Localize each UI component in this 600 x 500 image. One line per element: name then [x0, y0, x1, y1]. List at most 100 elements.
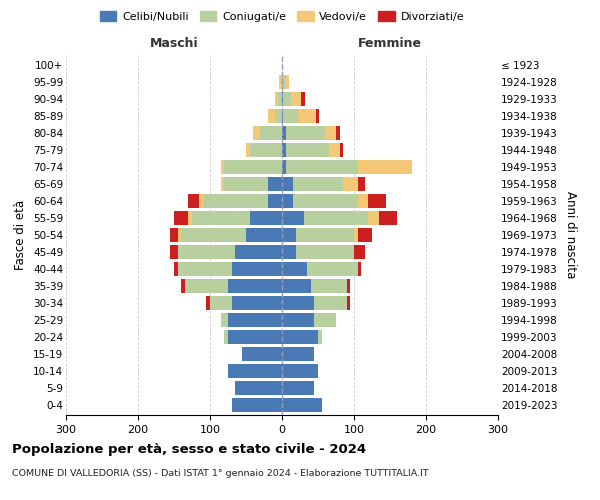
Bar: [286, 75, 289, 89]
Bar: [188, 194, 199, 208]
Bar: [221, 313, 228, 327]
Bar: [278, 92, 282, 106]
Bar: [282, 126, 286, 140]
Bar: [358, 194, 368, 208]
Bar: [232, 262, 282, 276]
Bar: [170, 245, 178, 259]
Bar: [314, 313, 336, 327]
Bar: [268, 109, 275, 123]
Bar: [228, 364, 282, 378]
Bar: [282, 143, 286, 157]
Text: Maschi: Maschi: [149, 37, 199, 50]
Bar: [279, 75, 281, 89]
Bar: [286, 143, 329, 157]
Bar: [347, 296, 350, 310]
Bar: [246, 143, 250, 157]
Bar: [185, 279, 228, 293]
Bar: [311, 279, 347, 293]
Bar: [293, 177, 343, 191]
Text: COMUNE DI VALLEDORIA (SS) - Dati ISTAT 1° gennaio 2024 - Elaborazione TUTTITALIA: COMUNE DI VALLEDORIA (SS) - Dati ISTAT 1…: [12, 468, 428, 477]
Bar: [282, 262, 307, 276]
Bar: [181, 228, 246, 242]
Bar: [242, 347, 282, 361]
Bar: [282, 398, 322, 412]
Bar: [296, 245, 354, 259]
Bar: [298, 109, 316, 123]
Y-axis label: Anni di nascita: Anni di nascita: [564, 192, 577, 278]
Bar: [379, 211, 397, 225]
Bar: [314, 296, 347, 310]
Bar: [268, 177, 282, 191]
Text: Popolazione per età, sesso e stato civile - 2024: Popolazione per età, sesso e stato civil…: [12, 442, 366, 456]
Bar: [170, 228, 178, 242]
Bar: [282, 313, 314, 327]
Bar: [296, 228, 354, 242]
Bar: [286, 126, 325, 140]
Bar: [290, 92, 301, 106]
Bar: [224, 330, 228, 344]
Bar: [232, 398, 282, 412]
Bar: [174, 211, 188, 225]
Bar: [282, 160, 286, 174]
Bar: [228, 313, 282, 327]
Bar: [181, 279, 185, 293]
Bar: [340, 143, 343, 157]
Bar: [358, 228, 372, 242]
Bar: [275, 92, 278, 106]
Bar: [192, 211, 250, 225]
Bar: [301, 92, 305, 106]
Bar: [210, 296, 232, 310]
Bar: [282, 347, 314, 361]
Bar: [282, 296, 314, 310]
Bar: [304, 211, 368, 225]
Bar: [199, 194, 203, 208]
Bar: [343, 177, 358, 191]
Bar: [283, 92, 290, 106]
Bar: [224, 160, 282, 174]
Bar: [282, 381, 314, 395]
Bar: [203, 194, 268, 208]
Bar: [354, 228, 358, 242]
Bar: [318, 330, 322, 344]
Bar: [283, 109, 298, 123]
Bar: [281, 75, 282, 89]
Bar: [253, 126, 260, 140]
Bar: [325, 126, 336, 140]
Bar: [347, 279, 350, 293]
Bar: [224, 177, 268, 191]
Bar: [368, 194, 386, 208]
Bar: [336, 126, 340, 140]
Bar: [282, 330, 318, 344]
Bar: [235, 381, 282, 395]
Bar: [188, 211, 192, 225]
Bar: [246, 228, 282, 242]
Bar: [368, 211, 379, 225]
Bar: [329, 143, 340, 157]
Bar: [282, 177, 293, 191]
Bar: [282, 194, 293, 208]
Bar: [206, 296, 210, 310]
Bar: [358, 262, 361, 276]
Bar: [307, 262, 358, 276]
Bar: [228, 330, 282, 344]
Bar: [293, 194, 358, 208]
Bar: [178, 262, 232, 276]
Bar: [228, 279, 282, 293]
Bar: [174, 262, 178, 276]
Bar: [235, 245, 282, 259]
Text: Femmine: Femmine: [358, 37, 422, 50]
Bar: [358, 177, 365, 191]
Bar: [282, 245, 296, 259]
Bar: [282, 211, 304, 225]
Bar: [178, 228, 181, 242]
Bar: [282, 92, 283, 106]
Bar: [316, 109, 319, 123]
Bar: [178, 245, 235, 259]
Bar: [260, 126, 282, 140]
Bar: [282, 228, 296, 242]
Bar: [221, 160, 224, 174]
Bar: [358, 160, 412, 174]
Y-axis label: Fasce di età: Fasce di età: [14, 200, 28, 270]
Bar: [282, 364, 318, 378]
Legend: Celibi/Nubili, Coniugati/e, Vedovi/e, Divorziati/e: Celibi/Nubili, Coniugati/e, Vedovi/e, Di…: [97, 8, 467, 25]
